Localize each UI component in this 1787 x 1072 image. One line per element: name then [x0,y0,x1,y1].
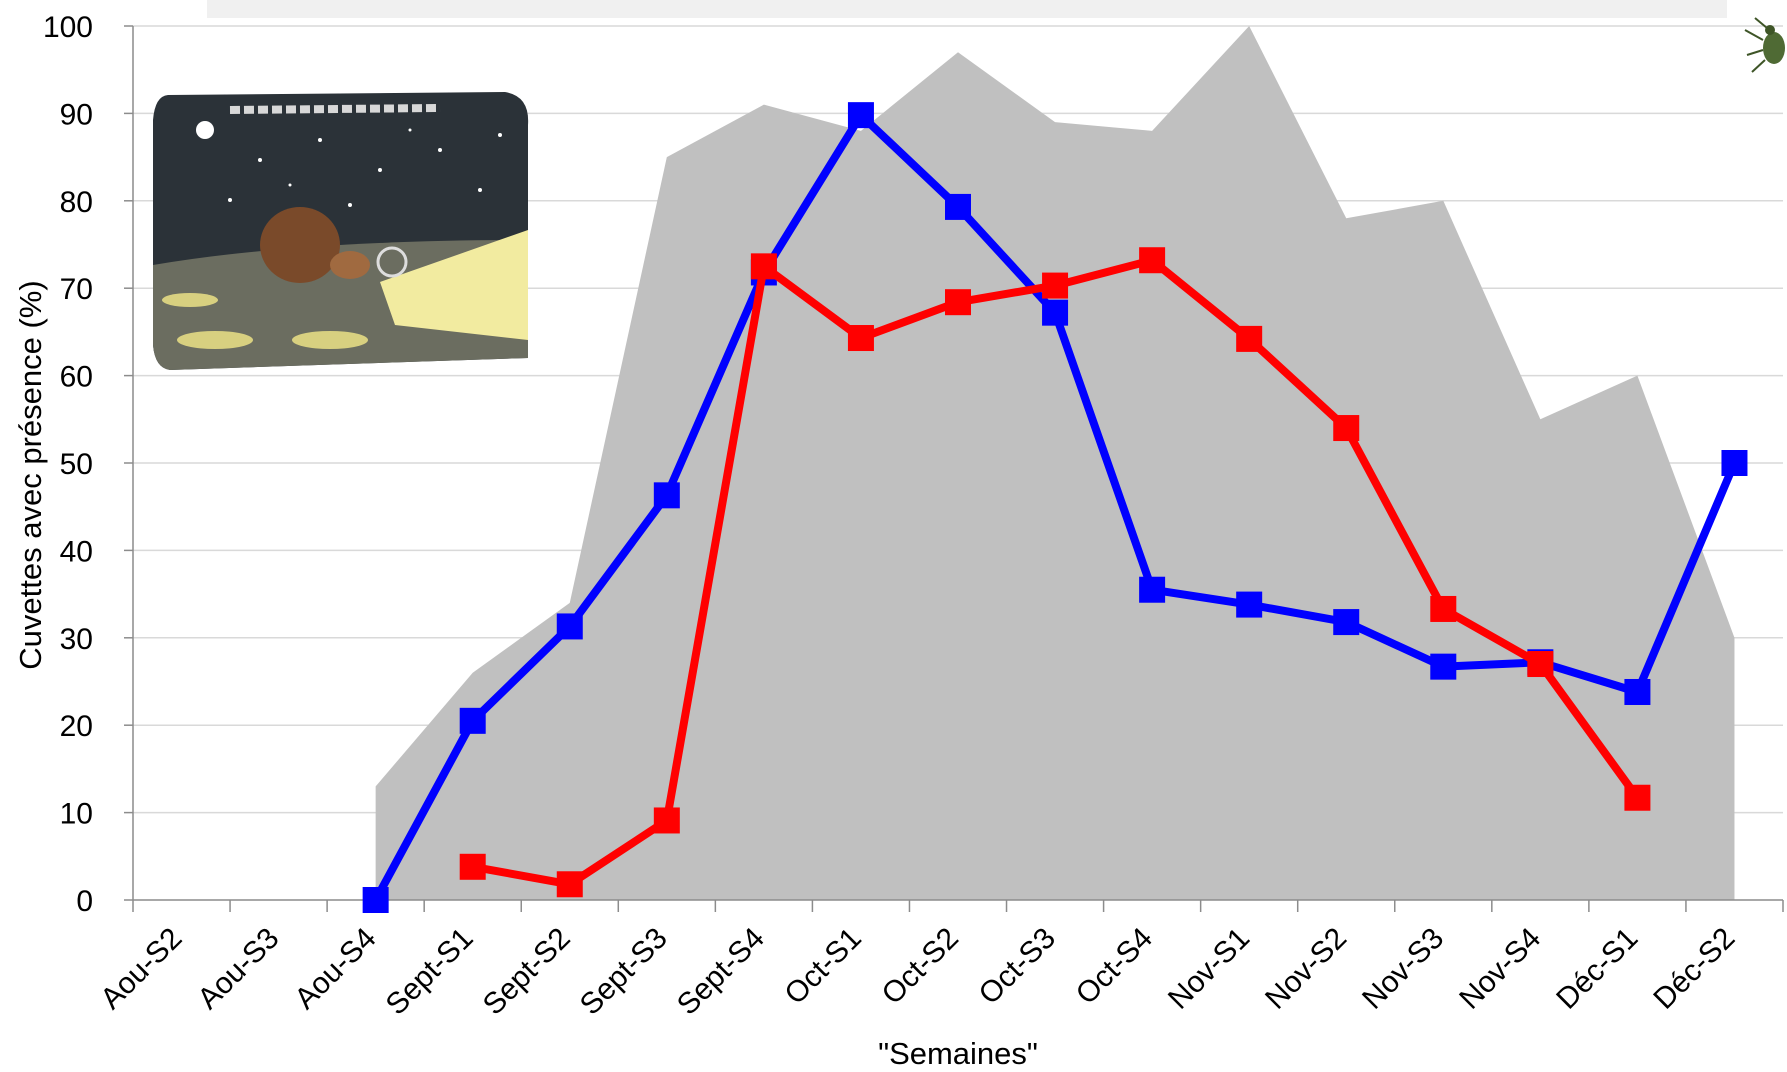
line-series [362,102,1748,913]
x-tick-label: Oct-S2 [876,922,965,1011]
y-tick-label: 10 [60,798,93,831]
night-scene-cartoon-icon [153,92,529,370]
data-point [1236,325,1263,352]
x-tick-label: Sept-S3 [574,922,674,1022]
line-series-1 [362,102,1748,913]
data-point [1624,784,1651,811]
y-tick-label: 100 [43,11,93,44]
x-tick-label: Nov-S1 [1162,922,1256,1016]
data-point [556,871,583,898]
area-series [375,26,1735,900]
y-tick-label: 90 [60,98,93,131]
data-point [362,887,389,913]
line-series-2 [459,247,1651,898]
x-tick-label: Oct-S3 [973,922,1062,1011]
data-point [847,325,874,352]
data-point [1527,651,1554,678]
x-tick-label: Déc-S1 [1550,922,1644,1016]
top-banner [207,0,1727,18]
y-tick-label: 30 [60,623,93,656]
x-tick-label: Sept-S2 [477,922,577,1022]
x-tick-label: Nov-S4 [1453,922,1547,1016]
area-series-fill [375,26,1735,900]
data-point [1430,653,1457,680]
x-tick-label: Oct-S1 [779,922,868,1011]
data-point [1430,595,1457,622]
data-point [459,707,486,734]
y-tick-label: 20 [60,710,93,743]
y-tick-label: 80 [60,186,93,219]
beetle-icon [1744,17,1785,73]
data-point [750,253,777,280]
x-tick-label: Sept-S4 [671,922,771,1022]
x-tick-label: Aou-S4 [288,922,382,1016]
data-point [1139,247,1166,274]
data-point [653,807,680,834]
x-tick-label: Nov-S3 [1356,922,1450,1016]
data-point [1333,609,1360,636]
x-tick-label: Aou-S2 [94,922,188,1016]
y-tick-label: 60 [60,361,93,394]
y-tick-label: 70 [60,273,93,306]
data-point [556,613,583,640]
x-tick-label: Déc-S2 [1647,922,1741,1016]
data-point [847,102,874,129]
data-point [1236,591,1263,618]
data-point [945,289,971,316]
data-point [1624,678,1651,705]
data-point [459,853,486,880]
data-point [653,482,680,509]
data-point [945,193,971,220]
y-axis-title: Cuvettes avec présence (%) [13,280,48,669]
y-tick-labels: 0 10 20 30 40 50 60 70 80 90 100 [43,11,93,918]
data-point [1139,576,1166,603]
axes [124,25,1784,912]
x-tick-label: Aou-S3 [191,922,285,1016]
data-point [1333,415,1360,442]
x-tick-label: Oct-S4 [1070,922,1159,1011]
x-tick-labels: Aou-S2 Aou-S3 Aou-S4Sept-S1Sept-S2Sept-S3S… [94,922,1741,1022]
y-tick-label: 0 [76,885,93,918]
y-tick-label: 50 [60,448,93,481]
data-point [1042,272,1069,299]
data-point [1721,450,1748,476]
y-tick-label: 40 [60,535,93,568]
data-point [1042,299,1069,326]
x-tick-label: Sept-S1 [380,922,480,1022]
x-axis-title: "Semaines" [878,1036,1038,1071]
x-tick-label: Nov-S2 [1259,922,1353,1016]
